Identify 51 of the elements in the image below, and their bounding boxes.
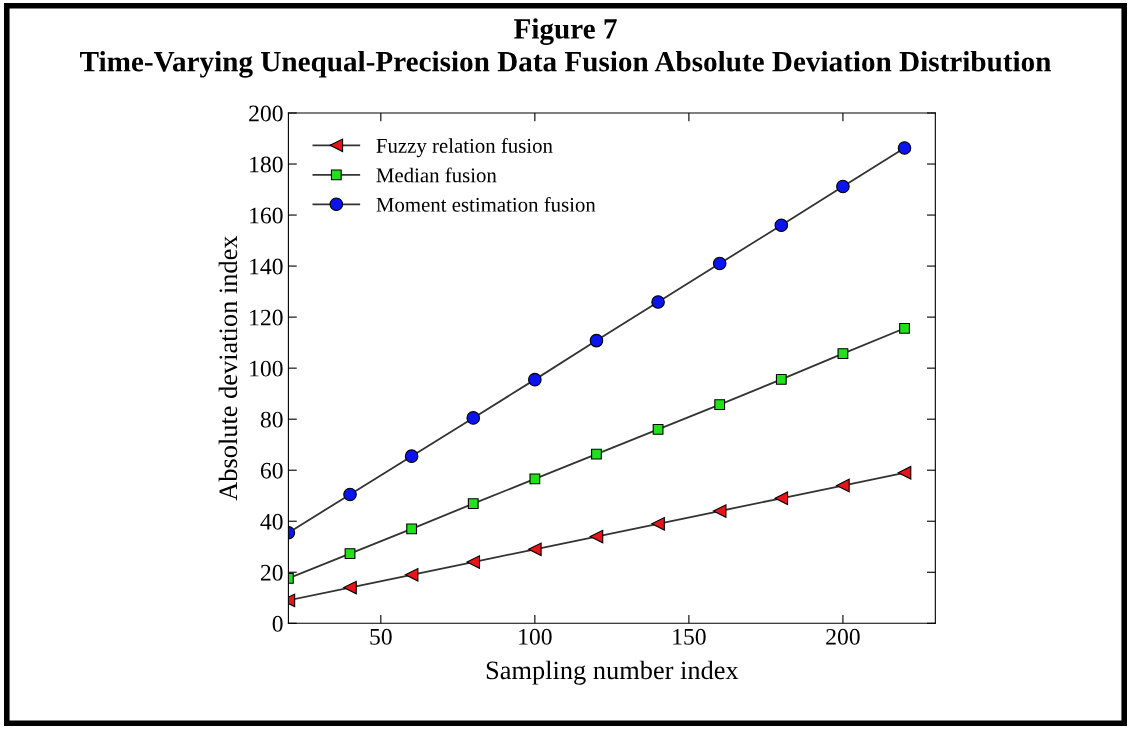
x-tick-label: 50 (370, 628, 392, 645)
point (651, 295, 665, 309)
point (714, 399, 726, 411)
y-tick-label: 0 (272, 615, 283, 632)
chart-title: Figure 7 Time-Varying Unequal-Precision Data Fusion Absolute Deviation Distribution (80, 18, 1051, 78)
point (591, 448, 602, 460)
point (712, 504, 727, 518)
y-tick-label: 140 (250, 258, 283, 275)
point (406, 523, 418, 535)
y-tick-label: 20 (260, 564, 283, 581)
point (774, 491, 789, 506)
point (897, 141, 912, 155)
point (467, 498, 479, 510)
point (651, 516, 665, 531)
y-tick-label: 100 (250, 360, 283, 377)
x-tick-label: 100 (519, 628, 552, 645)
y-tick-label: 180 (250, 156, 283, 173)
point (589, 529, 604, 544)
point (775, 373, 787, 385)
y-tick-label: 120 (250, 309, 283, 326)
y-tick-label: 160 (250, 207, 283, 224)
y-axis-title: Absolute deviation index (218, 235, 238, 501)
legend-label: Median fusion (376, 167, 497, 183)
point (343, 580, 357, 595)
y-tick-label: 80 (260, 411, 283, 428)
point (652, 423, 664, 435)
point (899, 322, 910, 334)
x-axis-title: Sampling number index (486, 660, 739, 685)
y-tick-label: 40 (260, 513, 283, 530)
point (404, 568, 419, 582)
y-tick-label: 200 (249, 105, 283, 122)
point (528, 372, 542, 387)
point (528, 542, 542, 557)
point (343, 487, 357, 502)
x-tick-label: 200 (826, 628, 860, 645)
point (589, 333, 604, 348)
y-tick-label: 60 (260, 462, 283, 479)
point (897, 465, 912, 480)
x-tick-label: 150 (673, 628, 706, 645)
point (466, 411, 481, 425)
point (837, 348, 849, 360)
legend-label: Fuzzy relation fusion (376, 137, 553, 158)
point (344, 548, 356, 560)
point (836, 179, 850, 194)
point (529, 473, 541, 485)
point (712, 256, 727, 271)
point (836, 478, 850, 493)
point (404, 449, 419, 463)
legend-label: Moment estimation fusion (376, 196, 596, 212)
point (774, 218, 789, 233)
point (466, 555, 481, 569)
